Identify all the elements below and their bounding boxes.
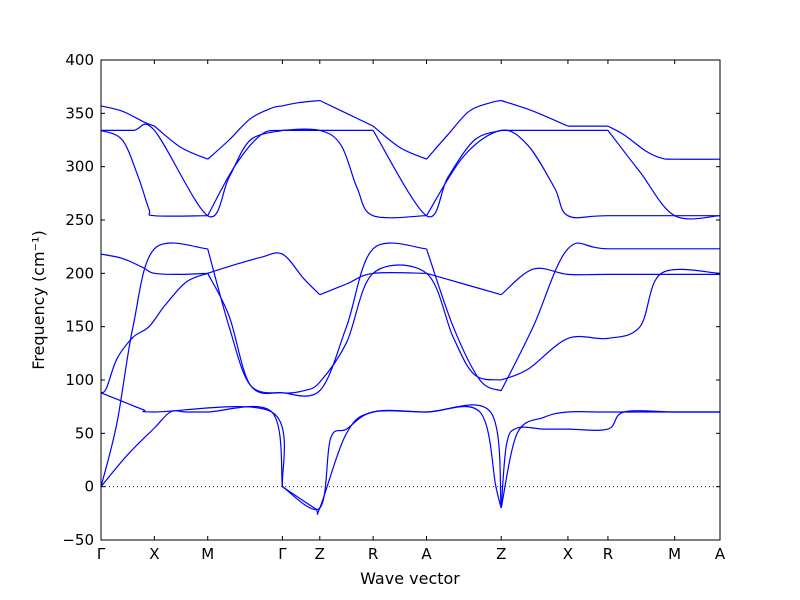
x-tick-label: A (715, 545, 726, 563)
series-line-5 (372, 125, 427, 160)
x-tick-label: A (421, 545, 432, 563)
series-line-3 (282, 99, 320, 107)
y-tick-label: 0 (84, 478, 94, 496)
y-tick-label: 150 (65, 318, 94, 336)
series-line-19 (207, 252, 321, 296)
series-line-26 (425, 248, 502, 392)
y-tick-label: −50 (62, 531, 94, 549)
x-tick-label: X (563, 545, 573, 563)
x-tick-label: Γ (97, 545, 106, 563)
series-line-28 (100, 272, 208, 394)
series-line-34 (100, 405, 283, 488)
series-layer (100, 99, 721, 515)
series-line-27 (500, 242, 720, 391)
x-tick-label: M (201, 545, 214, 563)
series-line-15 (100, 129, 208, 217)
series-line-1 (154, 125, 208, 160)
y-tick-label: 200 (65, 264, 94, 282)
series-line-36 (500, 410, 720, 509)
series-line-23 (100, 242, 208, 487)
x-tick-label: R (368, 545, 378, 563)
x-tick-label: Z (496, 545, 506, 563)
series-line-9 (607, 125, 721, 160)
y-axis-label: Frequency (cm⁻¹) (29, 230, 48, 369)
series-line-31 (100, 392, 286, 487)
series-line-17 (425, 129, 720, 219)
series-line-22 (500, 267, 720, 296)
series-line-6 (426, 99, 502, 160)
series-line-29 (207, 264, 502, 395)
series-line-35 (282, 404, 502, 511)
x-axis-label: Wave vector (360, 569, 460, 588)
y-tick-label: 300 (65, 158, 94, 176)
series-line-30 (500, 268, 721, 381)
series-line-16 (207, 128, 427, 219)
x-tick-label: Γ (278, 545, 287, 563)
y-tick-label: 250 (65, 211, 94, 229)
series-line-33 (500, 411, 720, 509)
x-tick-label: X (149, 545, 159, 563)
y-tick-label: 100 (65, 371, 94, 389)
series-line-20 (319, 271, 427, 296)
series-line-7 (501, 99, 569, 127)
x-tick-label: R (603, 545, 613, 563)
y-tick-label: 50 (75, 424, 94, 442)
y-tick-label: 400 (65, 51, 94, 69)
x-tick-label: Z (315, 545, 325, 563)
series-line-10 (101, 123, 283, 218)
x-tick-label: M (668, 545, 681, 563)
y-axis-ticks: −50 0 50 100 150 200 250 300 350 400 (62, 51, 720, 549)
series-line-24 (207, 248, 283, 394)
series-line-0 (100, 105, 155, 127)
plot-frame (100, 59, 721, 541)
series-line-4 (319, 99, 374, 127)
series-line-12 (372, 129, 502, 218)
y-tick-label: 350 (65, 104, 94, 122)
series-line-25 (282, 242, 427, 397)
series-line-14 (607, 130, 721, 220)
series-line-18 (100, 253, 208, 275)
series-line-2 (207, 105, 283, 160)
